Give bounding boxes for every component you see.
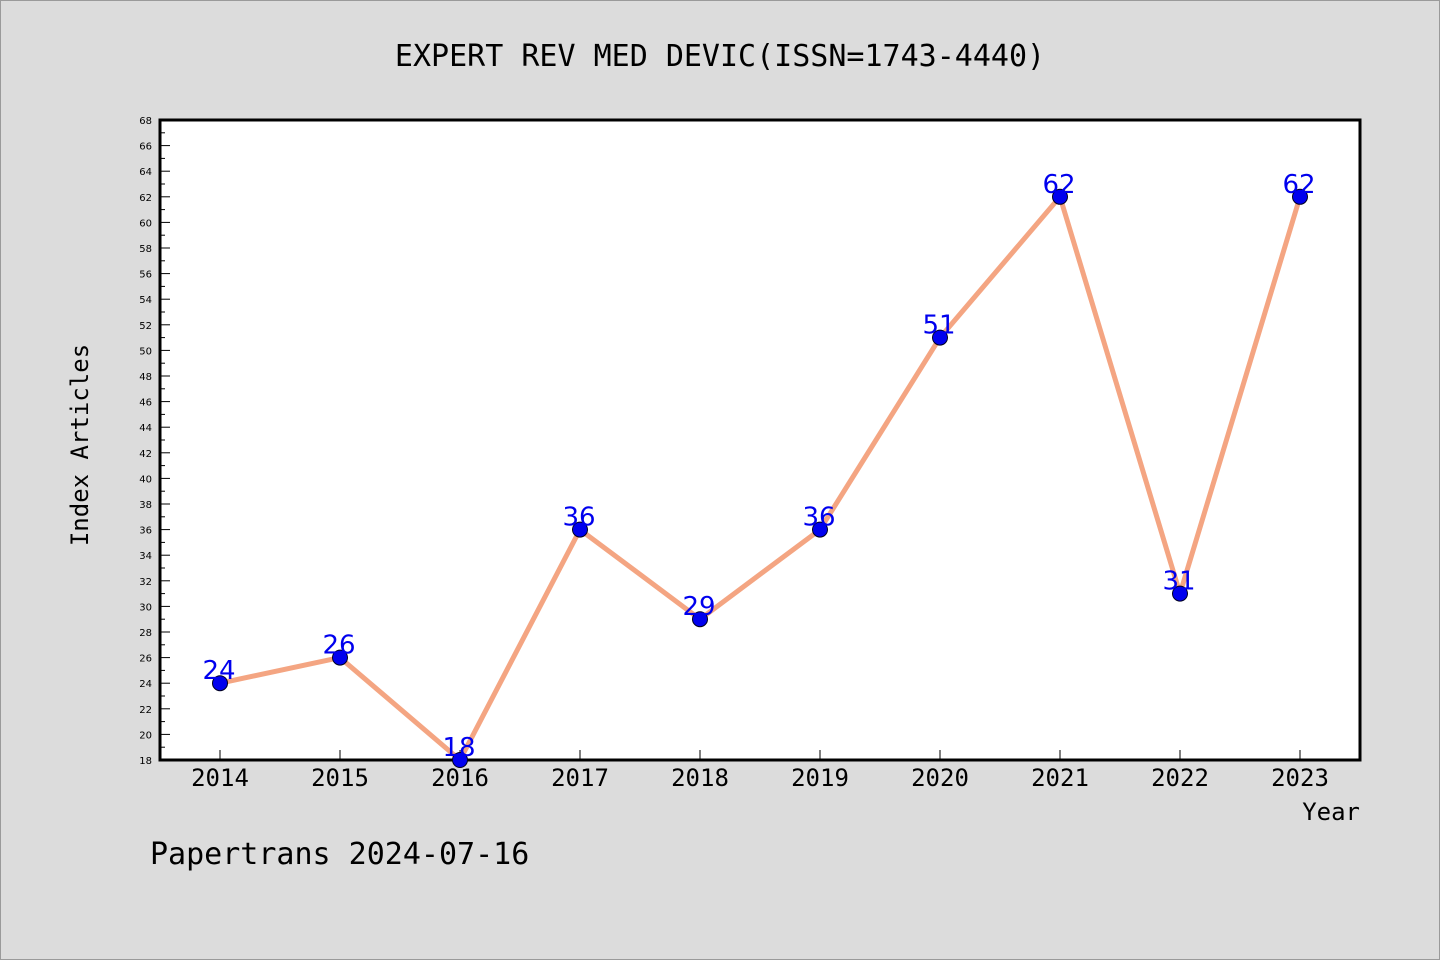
data-point xyxy=(332,649,348,666)
series-line xyxy=(217,194,1303,763)
data-label: 24 xyxy=(202,656,235,686)
y-axis-ticks: 18 20 22 24 26 28 30 32 34 36 38 40 42 44 46 48 50 52 54 56… xyxy=(139,116,170,767)
data-labels: 24 26 18 36 29 36 51 62 31 62 xyxy=(202,170,1315,763)
y-tick-label: 30 xyxy=(139,602,152,613)
y-tick-label: 44 xyxy=(139,423,152,434)
x-axis-ticks: 2014 2015 2016 2017 2018 2019 2020 2021 2022 2023 xyxy=(191,750,1329,792)
y-tick-label: 22 xyxy=(139,705,152,716)
y-tick-label: 32 xyxy=(139,577,152,588)
x-tick-label: 2019 xyxy=(791,764,849,792)
data-label: 62 xyxy=(1282,170,1315,200)
data-point xyxy=(1292,188,1308,205)
data-label: 18 xyxy=(442,733,475,763)
x-tick-label: 2014 xyxy=(191,764,249,792)
data-label: 36 xyxy=(802,503,835,533)
data-point xyxy=(452,752,468,768)
y-tick-label: 40 xyxy=(139,474,152,485)
footer-note: Papertrans 2024-07-16 xyxy=(150,837,529,872)
y-tick-label: 36 xyxy=(139,526,152,537)
data-label: 51 xyxy=(922,311,955,341)
y-tick-label: 58 xyxy=(139,244,152,255)
x-tick-label: 2016 xyxy=(431,764,489,792)
data-label: 31 xyxy=(1162,567,1195,597)
y-tick-label: 18 xyxy=(139,756,152,767)
x-tick-label: 2021 xyxy=(1031,764,1089,792)
data-label: 26 xyxy=(322,631,355,661)
x-tick-label: 2022 xyxy=(1151,764,1209,792)
x-tick-label: 2023 xyxy=(1271,764,1329,792)
y-tick-label: 24 xyxy=(139,679,152,690)
y-tick-label: 38 xyxy=(139,500,152,511)
chart-title: EXPERT REV MED DEVIC(ISSN=1743-4440) xyxy=(395,39,1045,74)
data-point xyxy=(1052,188,1068,205)
y-tick-label: 50 xyxy=(139,346,152,357)
y-tick-label: 20 xyxy=(139,730,152,741)
data-label: 29 xyxy=(682,592,715,622)
y-tick-label: 26 xyxy=(139,654,152,665)
data-label: 36 xyxy=(562,503,595,533)
x-tick-label: 2017 xyxy=(551,764,609,792)
data-markers xyxy=(212,188,1308,768)
data-point xyxy=(572,521,588,538)
y-tick-label: 56 xyxy=(139,270,152,281)
data-point xyxy=(692,611,708,628)
y-tick-label: 54 xyxy=(139,295,152,306)
x-axis-title: Year xyxy=(1302,798,1360,826)
data-point xyxy=(812,521,828,538)
y-tick-label: 34 xyxy=(139,551,152,562)
x-tick-label: 2015 xyxy=(311,764,369,792)
y-tick-label: 52 xyxy=(139,321,152,332)
y-axis-title: Index Articles xyxy=(66,344,94,546)
y-tick-label: 66 xyxy=(139,142,152,153)
data-point xyxy=(212,675,228,692)
data-point xyxy=(932,329,948,346)
y-tick-label: 60 xyxy=(139,218,152,229)
y-tick-label: 68 xyxy=(139,116,152,127)
x-tick-label: 2020 xyxy=(911,764,969,792)
x-tick-label: 2018 xyxy=(671,764,729,792)
y-tick-label: 48 xyxy=(139,372,152,383)
y-tick-label: 42 xyxy=(139,449,152,460)
y-tick-label: 64 xyxy=(139,167,152,178)
y-tick-label: 62 xyxy=(139,193,152,204)
data-label: 62 xyxy=(1042,170,1075,200)
plot-area xyxy=(158,118,1362,762)
y-tick-label: 46 xyxy=(139,398,152,409)
y-tick-label: 28 xyxy=(139,628,152,639)
data-point xyxy=(1172,585,1188,602)
